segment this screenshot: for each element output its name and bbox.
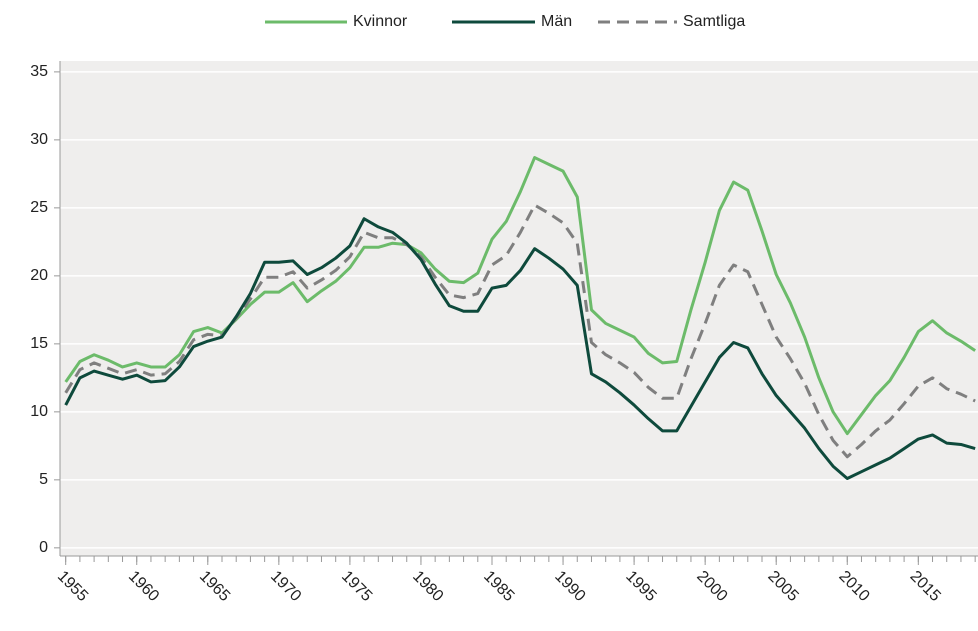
- x-tick-label: 2010: [835, 568, 872, 605]
- series-line: [64, 217, 976, 480]
- y-tick-label: 10: [30, 403, 48, 420]
- x-tick-label: 1995: [622, 568, 659, 605]
- y-tick-label: 30: [30, 131, 48, 148]
- y-tick-label: 20: [30, 267, 48, 284]
- legend-label: Samtliga: [683, 13, 745, 30]
- x-tick-label: 2000: [693, 568, 730, 605]
- y-tick-label: 15: [30, 335, 48, 352]
- x-tick-label: 1980: [409, 568, 446, 605]
- x-tick-label: 1965: [196, 568, 233, 605]
- series-line: [64, 203, 976, 459]
- x-tick-label: 1960: [125, 568, 162, 605]
- x-tick-label: 1985: [480, 568, 517, 605]
- y-tick-label: 5: [39, 471, 48, 488]
- x-tick-label: 2015: [906, 568, 943, 605]
- x-tick-label: 1955: [54, 568, 91, 605]
- y-tick-label: 0: [39, 539, 48, 556]
- legend-label: Män: [541, 13, 572, 30]
- plot-area: [60, 61, 978, 556]
- x-tick-label: 1970: [267, 568, 304, 605]
- x-tick-label: 1990: [551, 568, 588, 605]
- x-tick-label: 1975: [338, 568, 375, 605]
- y-tick-label: 35: [30, 63, 48, 80]
- x-tick-label: 2005: [764, 568, 801, 605]
- series-line: [64, 156, 976, 436]
- y-tick-label: 25: [30, 199, 48, 216]
- legend-label: Kvinnor: [353, 13, 408, 30]
